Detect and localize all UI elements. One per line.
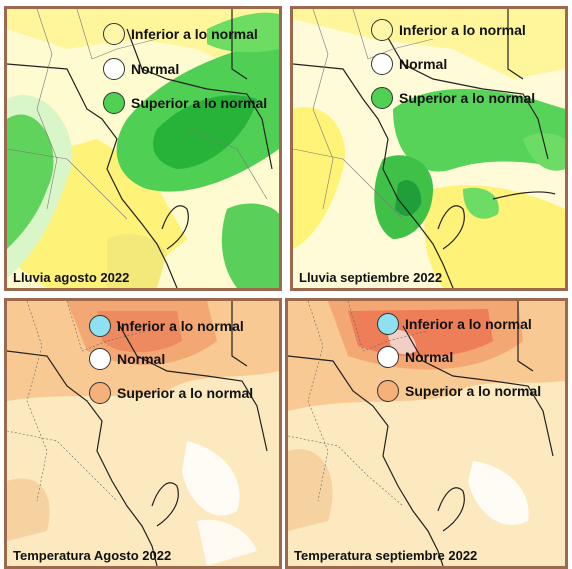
legend-label: Normal	[117, 351, 166, 367]
legend-label: Inferior a lo normal	[399, 22, 526, 38]
legend-label: Superior a lo normal	[405, 383, 542, 399]
legend-label: Superior a lo normal	[117, 385, 254, 401]
map-panel-temperature-august: Inferior a lo normal Normal Superior a l…	[4, 298, 282, 569]
legend-label: Inferior a lo normal	[117, 318, 244, 334]
legend-swatch-below-normal	[89, 315, 111, 337]
legend-swatch-below-normal	[371, 19, 393, 41]
rain-map-september	[293, 9, 565, 288]
legend-swatch-above-normal	[103, 92, 125, 114]
legend-item-above-normal: Superior a lo normal	[103, 92, 267, 114]
legend-swatch-below-normal	[103, 23, 125, 45]
legend-label: Superior a lo normal	[131, 95, 268, 111]
legend-item-below-normal: Inferior a lo normal	[89, 315, 244, 337]
legend-swatch-normal	[103, 58, 125, 80]
legend-item-normal: Normal	[377, 346, 453, 368]
temperature-map-september	[288, 301, 565, 566]
legend-item-normal: Normal	[89, 348, 165, 370]
map-panel-rain-august: Inferior a lo normal Normal Superior a l…	[4, 6, 282, 291]
legend-label: Inferior a lo normal	[131, 26, 258, 42]
legend-item-above-normal: Superior a lo normal	[89, 382, 253, 404]
legend-label: Normal	[131, 61, 180, 77]
legend-item-normal: Normal	[371, 53, 447, 75]
map-panel-rain-september: Inferior a lo normal Normal Superior a l…	[290, 6, 568, 291]
panel-caption: Temperatura septiembre 2022	[294, 548, 478, 563]
panel-caption: Temperatura Agosto 2022	[13, 548, 172, 563]
legend-swatch-normal	[89, 348, 111, 370]
legend-swatch-below-normal	[377, 313, 399, 335]
legend-swatch-above-normal	[377, 380, 399, 402]
legend-item-normal: Normal	[103, 58, 179, 80]
legend-item-above-normal: Superior a lo normal	[371, 87, 535, 109]
legend-swatch-above-normal	[89, 382, 111, 404]
legend-item-below-normal: Inferior a lo normal	[377, 313, 532, 335]
map-panel-temperature-september: Inferior a lo normal Normal Superior a l…	[285, 298, 568, 569]
legend-item-above-normal: Superior a lo normal	[377, 380, 541, 402]
legend-item-below-normal: Inferior a lo normal	[371, 19, 526, 41]
legend-swatch-normal	[371, 53, 393, 75]
temperature-map-august	[7, 301, 279, 566]
legend-swatch-above-normal	[371, 87, 393, 109]
legend-label: Superior a lo normal	[399, 90, 536, 106]
legend-item-below-normal: Inferior a lo normal	[103, 23, 258, 45]
legend-swatch-normal	[377, 346, 399, 368]
legend-label: Inferior a lo normal	[405, 316, 532, 332]
panel-caption: Lluvia septiembre 2022	[299, 270, 443, 285]
legend-label: Normal	[399, 56, 448, 72]
rain-map-august	[7, 9, 279, 288]
legend-label: Normal	[405, 349, 454, 365]
panel-caption: Lluvia agosto 2022	[13, 270, 130, 285]
